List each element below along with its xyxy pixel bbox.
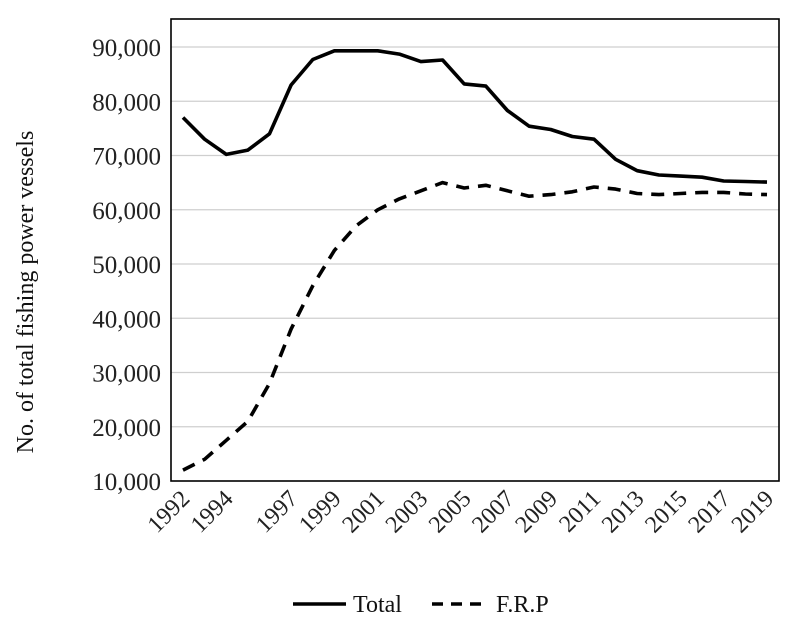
y-tick-label: 80,000 [92,89,161,116]
x-tick-label: 1994 [186,486,238,538]
x-tick-label: 2007 [467,486,519,538]
legend: Total F.R.P [293,592,549,618]
x-tick-label: 1999 [294,486,346,538]
legend-label-frp: F.R.P [496,592,549,618]
x-tick-label: 1997 [251,486,303,538]
series-lines [181,48,768,472]
y-axis-label: No. of total fishing power vessels [13,131,39,454]
x-tick-label: 2019 [727,486,779,538]
y-tick-label: 40,000 [92,306,161,333]
x-tick-label: 2005 [424,486,476,538]
x-tick-label: 2001 [338,486,390,538]
series-line-total [181,48,768,184]
x-tick-label: 2017 [684,486,736,538]
y-tick-label: 70,000 [92,144,161,171]
x-tick-label: 2013 [597,486,649,538]
y-tick-label: 20,000 [92,415,161,442]
y-tick-label: 10,000 [92,469,161,496]
y-axis-ticks: 10,000 20,000 30,000 40,000 50,000 60,000 70,0… [92,35,161,496]
y-tick-label: 30,000 [92,361,161,388]
legend-label-total: Total [353,592,402,618]
y-tick-label: 50,000 [92,252,161,279]
plot-frame [170,18,780,482]
x-tick-label: 2011 [555,486,607,538]
y-tick-label: 60,000 [92,198,161,225]
gridlines [171,46,779,428]
series-line-frp [182,180,768,472]
y-tick-label: 90,000 [92,35,161,62]
x-tick-label: 2009 [511,486,563,538]
x-tick-label: 2003 [381,486,433,538]
x-tick-label: 2015 [640,486,692,538]
